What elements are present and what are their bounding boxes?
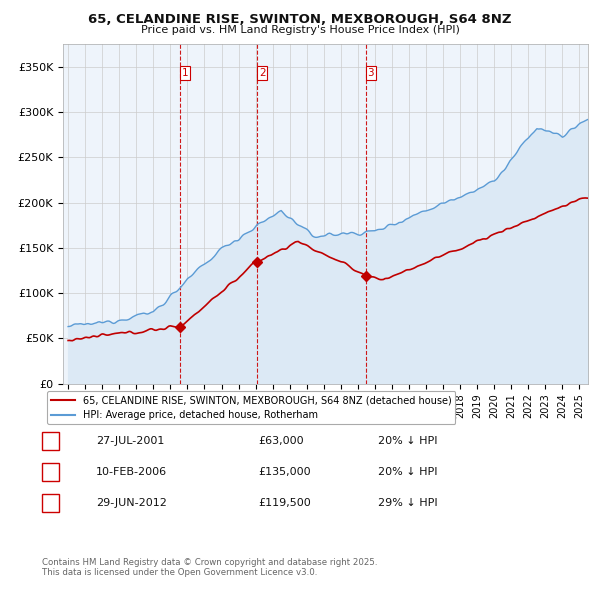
Text: 3: 3 [47, 498, 54, 507]
Text: 29% ↓ HPI: 29% ↓ HPI [378, 498, 437, 507]
Text: 1: 1 [181, 68, 188, 78]
Text: 65, CELANDINE RISE, SWINTON, MEXBOROUGH, S64 8NZ: 65, CELANDINE RISE, SWINTON, MEXBOROUGH,… [88, 13, 512, 26]
Text: £119,500: £119,500 [258, 498, 311, 507]
Text: 10-FEB-2006: 10-FEB-2006 [96, 467, 167, 477]
Text: Price paid vs. HM Land Registry's House Price Index (HPI): Price paid vs. HM Land Registry's House … [140, 25, 460, 35]
Text: 3: 3 [368, 68, 374, 78]
Text: 1: 1 [47, 437, 54, 446]
Text: 20% ↓ HPI: 20% ↓ HPI [378, 437, 437, 446]
Legend: 65, CELANDINE RISE, SWINTON, MEXBOROUGH, S64 8NZ (detached house), HPI: Average : 65, CELANDINE RISE, SWINTON, MEXBOROUGH,… [47, 391, 455, 424]
Text: £63,000: £63,000 [258, 437, 304, 446]
Text: 2: 2 [47, 467, 54, 477]
Text: 20% ↓ HPI: 20% ↓ HPI [378, 467, 437, 477]
Text: £135,000: £135,000 [258, 467, 311, 477]
Text: Contains HM Land Registry data © Crown copyright and database right 2025.
This d: Contains HM Land Registry data © Crown c… [42, 558, 377, 577]
Text: 27-JUL-2001: 27-JUL-2001 [96, 437, 164, 446]
Text: 29-JUN-2012: 29-JUN-2012 [96, 498, 167, 507]
Text: 2: 2 [259, 68, 265, 78]
